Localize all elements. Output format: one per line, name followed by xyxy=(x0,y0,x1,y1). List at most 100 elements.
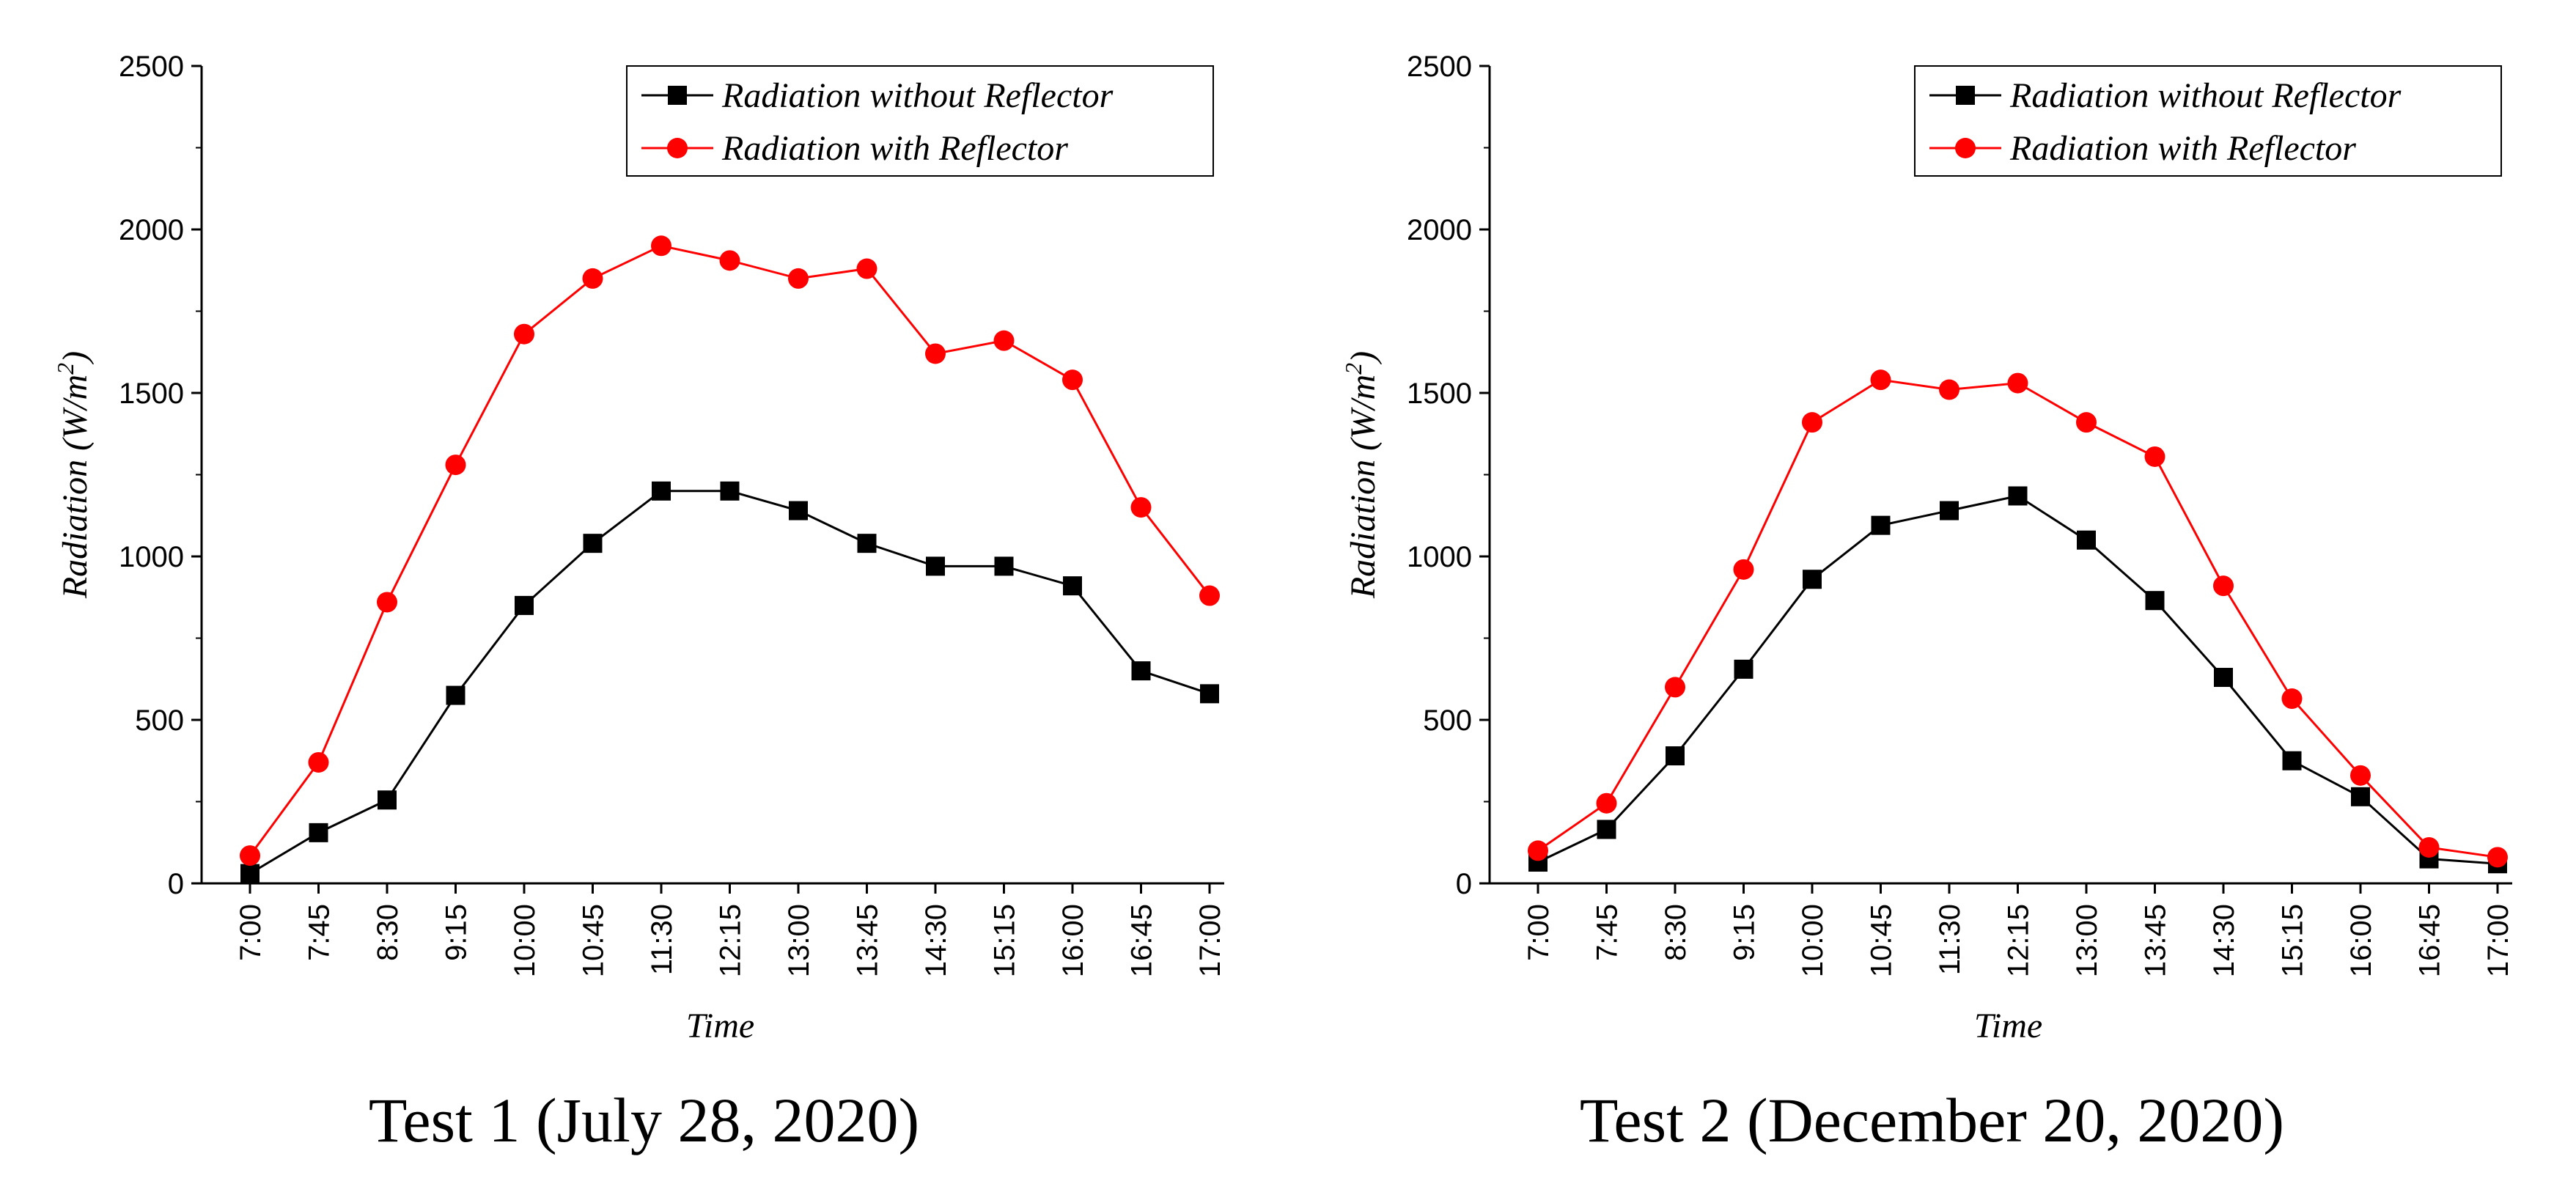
chart-test-2: 0 500 1000 1500 2000 2500 7:00 7:45 8:30 9:15 10:0… xyxy=(1340,51,2514,1045)
x-tick-label: 13:45 xyxy=(852,904,884,977)
y-tick-label: 1000 xyxy=(119,541,184,573)
data-point-without-reflector xyxy=(2214,668,2233,688)
data-point-with-reflector xyxy=(1939,379,1959,400)
data-point-with-reflector xyxy=(2213,575,2234,597)
data-point-with-reflector xyxy=(377,592,397,613)
legend-marker-circle xyxy=(1955,138,1976,158)
data-point-without-reflector xyxy=(446,685,465,705)
x-tick-label: 8:30 xyxy=(372,904,404,961)
data-point-with-reflector xyxy=(445,455,466,476)
legend-label: Radiation without Reflector xyxy=(2009,76,2402,115)
data-point-without-reflector xyxy=(2282,751,2302,770)
x-tick-label: 10:45 xyxy=(1866,904,1898,977)
x-tick-label: 14:30 xyxy=(2208,904,2240,977)
y-tick-label: 1000 xyxy=(1407,541,1472,573)
data-point-without-reflector xyxy=(515,595,534,615)
data-point-with-reflector xyxy=(856,258,877,279)
legend-marker-square xyxy=(668,86,687,105)
y-tick-label: 2000 xyxy=(119,214,184,246)
legend-label: Radiation with Reflector xyxy=(721,129,1068,168)
y-tick-label: 0 xyxy=(168,868,184,900)
data-point-with-reflector xyxy=(993,330,1015,351)
data-point-without-reflector xyxy=(583,534,603,553)
data-point-with-reflector xyxy=(240,845,260,867)
x-tick-label: 9:15 xyxy=(1729,904,1761,961)
data-point-with-reflector xyxy=(1199,585,1220,606)
y-axis-title: Radiation (W/m2) xyxy=(52,351,95,599)
data-point-without-reflector xyxy=(926,556,945,576)
data-point-with-reflector xyxy=(2281,688,2303,710)
x-tick-label: 13:00 xyxy=(783,904,815,977)
data-point-with-reflector xyxy=(2144,446,2165,467)
x-tick-label: 16:00 xyxy=(2345,904,2377,977)
data-point-with-reflector xyxy=(2487,847,2508,868)
x-tick-label: 17:00 xyxy=(2482,904,2514,977)
data-point-without-reflector xyxy=(720,481,740,501)
x-tick-label: 8:30 xyxy=(1660,904,1692,961)
data-point-without-reflector xyxy=(1063,576,1082,596)
data-point-with-reflector xyxy=(514,323,534,345)
data-point-with-reflector xyxy=(719,250,740,271)
data-point-with-reflector xyxy=(925,343,946,364)
data-point-with-reflector xyxy=(1596,792,1617,814)
data-point-without-reflector xyxy=(2077,530,2096,550)
x-tick-label: 12:15 xyxy=(715,904,747,977)
x-tick-label: 12:15 xyxy=(2003,904,2035,977)
series-line-without-reflector xyxy=(249,490,1210,875)
x-tick-label: 13:45 xyxy=(2140,904,2172,977)
y-tick-label: 2500 xyxy=(119,51,184,83)
data-point-without-reflector xyxy=(857,534,877,553)
series-line-with-reflector xyxy=(1537,378,2498,858)
x-tick-label: 16:45 xyxy=(2414,904,2446,977)
x-tick-label: 17:00 xyxy=(1194,904,1226,977)
data-point-without-reflector xyxy=(2008,486,2028,506)
x-tick-label: 16:45 xyxy=(1126,904,1158,977)
x-tick-label: 11:30 xyxy=(1934,904,1966,975)
data-point-without-reflector xyxy=(994,556,1014,576)
data-point-without-reflector xyxy=(1940,501,1959,520)
x-tick-label: 13:00 xyxy=(2071,904,2103,977)
data-point-without-reflector xyxy=(652,481,671,501)
data-point-without-reflector xyxy=(789,501,808,520)
x-axis-title: Time xyxy=(686,1007,754,1045)
chart-panel-1: 0 500 1000 1500 2000 2500 7:00 7:45 8:30 9:15 10:0… xyxy=(52,51,1226,1155)
data-point-with-reflector xyxy=(1802,412,1822,433)
x-tick-label: 9:15 xyxy=(441,904,473,961)
x-tick-label: 7:00 xyxy=(1523,904,1555,961)
data-point-with-reflector xyxy=(2076,412,2097,433)
x-tick-label: 7:45 xyxy=(303,904,336,961)
y-tick-label: 1500 xyxy=(119,378,184,410)
y-tick-label: 1500 xyxy=(1407,378,1472,410)
x-tick-label: 11:30 xyxy=(646,904,678,975)
data-point-with-reflector xyxy=(1665,677,1685,698)
legend-label: Radiation with Reflector xyxy=(2009,129,2356,168)
y-tick-label: 0 xyxy=(1456,868,1472,900)
legend-box xyxy=(626,65,1214,177)
x-tick-label: 7:00 xyxy=(235,904,267,961)
chart-caption-2: Test 2 (December 20, 2020) xyxy=(1579,1085,2285,1155)
x-tick-label: 15:15 xyxy=(989,904,1021,977)
series-line-with-reflector xyxy=(249,244,1211,856)
data-point-without-reflector xyxy=(2351,787,2370,806)
data-point-without-reflector xyxy=(1734,659,1753,679)
x-tick-label: 10:00 xyxy=(509,904,541,977)
data-point-with-reflector xyxy=(651,235,671,257)
data-point-without-reflector xyxy=(1803,570,1822,589)
y-axis-title: Radiation (W/m2) xyxy=(1340,351,1383,599)
chart-test-1: 0 500 1000 1500 2000 2500 7:00 7:45 8:30 9:15 10:0… xyxy=(52,51,1226,1045)
data-point-without-reflector xyxy=(1597,820,1616,839)
data-point-with-reflector xyxy=(2418,836,2440,858)
x-tick-label: 14:30 xyxy=(920,904,952,977)
x-axis-title: Time xyxy=(1974,1007,2042,1045)
y-tick-label: 2000 xyxy=(1407,214,1472,246)
x-tick-label: 15:15 xyxy=(2277,904,2309,977)
data-point-without-reflector xyxy=(240,864,260,883)
data-point-with-reflector xyxy=(2007,372,2028,394)
data-point-with-reflector xyxy=(2350,765,2371,786)
legend-marker-square xyxy=(1956,86,1975,105)
x-tick-label: 10:45 xyxy=(578,904,610,977)
y-tick-label: 500 xyxy=(135,704,184,737)
data-point-with-reflector xyxy=(1528,840,1548,861)
data-point-with-reflector xyxy=(1062,369,1083,391)
data-point-with-reflector xyxy=(788,268,809,289)
